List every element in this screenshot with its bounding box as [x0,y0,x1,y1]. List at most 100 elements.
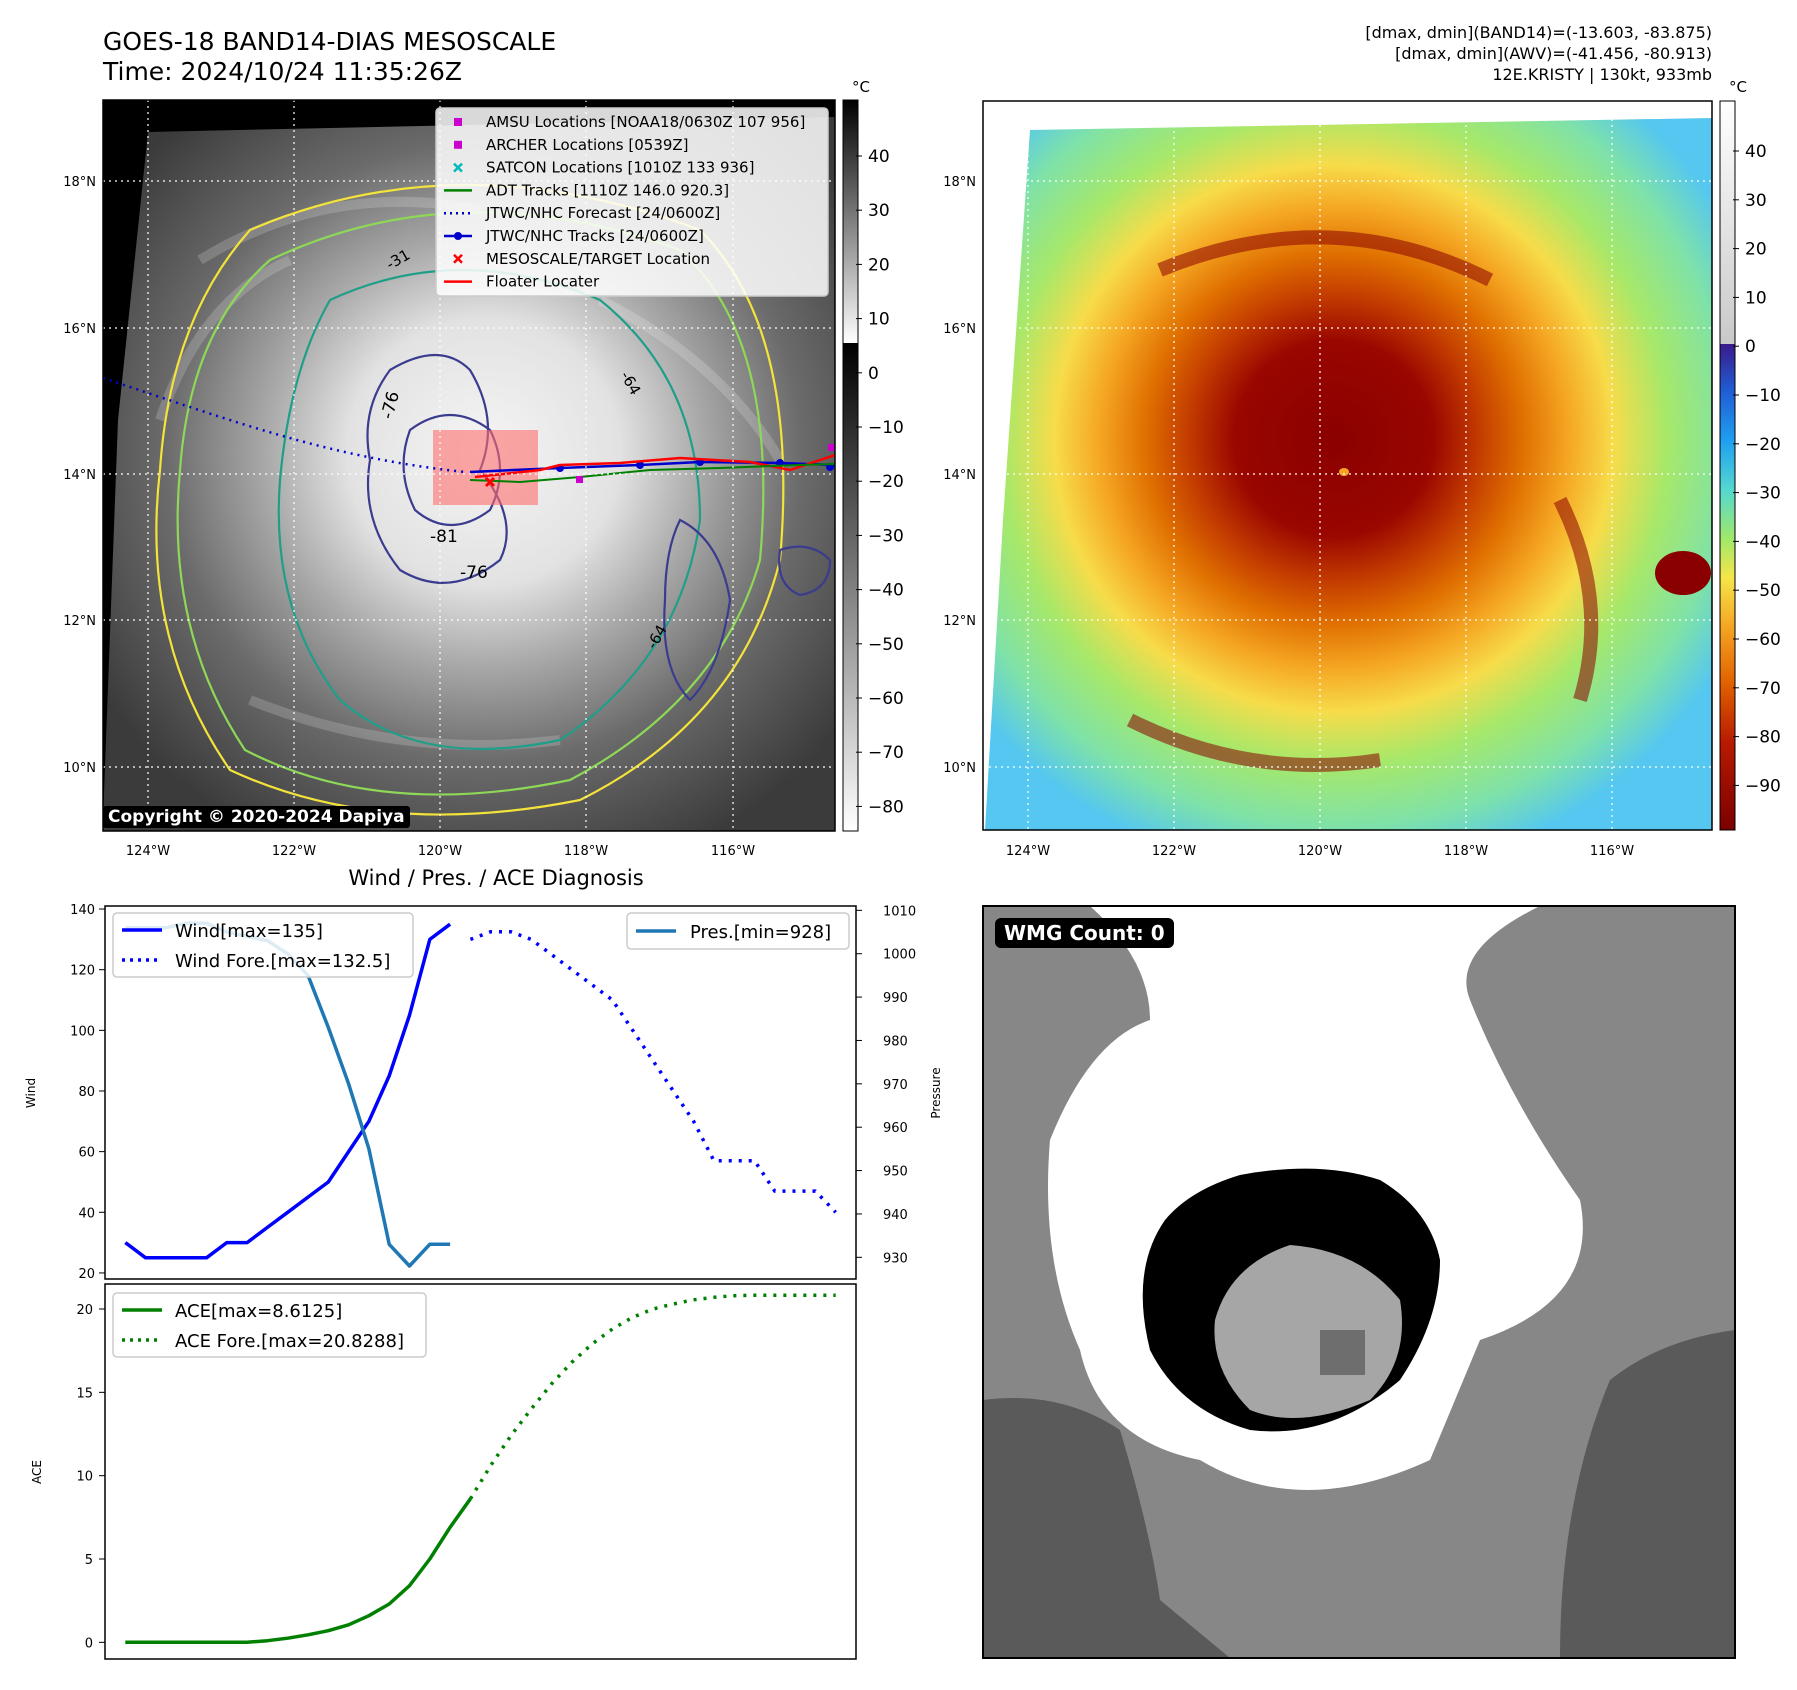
lat-label: 16°N [63,322,96,337]
colorbar-tick-label: −70 [1745,679,1781,699]
colorbar-tick-label: −80 [1745,728,1781,748]
awv-panel: 18°N 16°N 14°N 12°N 10°N 124°W 122°W 120… [943,78,1781,859]
ir-legend: AMSU Locations [NOAA18/0630Z 107 956] ARC… [435,107,829,297]
colorbar-tick-label: −20 [1745,435,1781,455]
colorbar-tick-label: 30 [868,201,890,221]
info-awv: [dmax, dmin](AWV)=(-41.456, -80.913) [1395,44,1712,63]
ir-lat-labels: 18°N 16°N 14°N 12°N 10°N [63,175,96,776]
colorbar-frame [842,99,859,832]
legend-swatch-square [454,118,462,126]
legend-label-pres: Pres.[min=928] [690,922,831,943]
wmg-eye-center [1320,1330,1365,1375]
y2tick-label: 930 [883,1251,908,1266]
legend-label: AMSU Locations [NOAA18/0630Z 107 956] [486,113,805,131]
colorbar-unit: °C [1729,78,1747,96]
mesoscale-target-marker [484,476,496,488]
ace-ylabel: ACE [30,1460,44,1484]
series-line [125,1497,472,1645]
wind-pressure-chart: Wind / Pres. / ACE Diagnosis 140 120 100 80… [24,866,943,1282]
legend-swatch-x [453,253,463,264]
y2tick-label: 950 [883,1165,908,1180]
ytick-label: 20 [76,1303,93,1318]
colorbar-tick-label: 0 [1745,337,1756,357]
ytick-label: 20 [78,1267,95,1282]
lon-label: 124°W [126,844,170,859]
wmg-dark-right [1560,1330,1735,1658]
legend-box [112,1292,427,1358]
lat-label: 18°N [943,175,976,190]
contour-label: -76 [460,563,488,583]
y2tick-label: 940 [883,1208,908,1223]
colorbar-tick-label: 10 [868,310,890,330]
ytick-label: 60 [78,1146,95,1161]
ir-lon-labels: 124°W 122°W 120°W 118°W 116°W [126,844,755,859]
legend-item: Floater Locater [444,273,600,291]
colorbar-tick-label: 0 [868,364,879,384]
info-band14: [dmax, dmin](BAND14)=(-13.603, -83.875) [1365,23,1712,42]
awv-bands [1126,230,1599,772]
lon-label: 120°W [1298,844,1342,859]
adt-track [469,463,835,484]
legend-item: ADT Tracks [1110Z 146.0 920.3] [444,181,729,199]
pressure-ylabel: Pressure [929,1067,943,1118]
lon-label: 118°W [564,844,608,859]
legend-label-wind-fore: Wind Fore.[max=132.5] [175,951,390,972]
awv-gridlines [983,101,1712,830]
legend-item: JTWC/NHC Tracks [24/0600Z] [444,227,704,245]
ytick-label: 120 [70,964,95,979]
awv-cell [1655,551,1711,595]
wind-legend: Wind[max=135] Wind Fore.[max=132.5] [112,912,414,978]
lat-label: 18°N [63,175,96,190]
lat-label: 12°N [943,614,976,629]
legend-swatch-x [453,162,463,173]
legend-box [626,912,850,950]
ytick-label: 15 [76,1386,93,1401]
awv-frame [982,100,1713,831]
ytick-label: 40 [78,1206,95,1221]
legend-box [112,912,414,978]
colorbar-tick-label: −60 [1745,630,1781,650]
ytick-label: 140 [70,903,95,918]
lon-label: 120°W [418,844,462,859]
copyright-label: Copyright © 2020-2024 Dapiya [103,806,410,828]
figure-title: GOES-18 BAND14-DIAS MESOSCALE [103,27,556,56]
lat-label: 14°N [943,468,976,483]
colorbar-tick-label: 10 [1745,288,1767,308]
legend-item: JTWC/NHC Forecast [24/0600Z] [444,204,720,222]
ir-frame [102,99,836,832]
lat-label: 12°N [63,614,96,629]
ytick-label: 80 [78,1085,95,1100]
colorbar-tick-label: −10 [868,418,904,438]
colorbar-cold [843,343,858,831]
ir-colorbar: °C 40 30 20 10 0 −10 −20 −30 −40 −50 −60 −70 −80 [842,78,904,832]
awv-imagery [985,118,1712,830]
wmg-frame [982,905,1736,1659]
y2tick-label: 980 [883,1034,908,1049]
legend-label-wind: Wind[max=135] [175,921,323,942]
legend-item: ARCHER Locations [0539Z] [454,136,689,154]
lon-label: 124°W [1006,844,1050,859]
lon-label: 118°W [1444,844,1488,859]
legend-label: JTWC/NHC Forecast [24/0600Z] [485,204,720,222]
wind-yticks: 140 120 100 80 60 40 20 [70,903,105,1282]
awv-eye [1339,468,1349,476]
colorbar-tick-label: −30 [868,526,904,546]
legend-label: JTWC/NHC Tracks [24/0600Z] [485,227,704,245]
lon-label: 122°W [272,844,316,859]
y2tick-label: 960 [883,1121,908,1136]
colorbar-tick-label: 20 [868,255,890,275]
lon-label: 116°W [1590,844,1634,859]
awv-lon-labels: 124°W 122°W 120°W 118°W 116°W [1006,844,1634,859]
legend-item: AMSU Locations [NOAA18/0630Z 107 956] [454,113,805,131]
lon-label: 116°W [711,844,755,859]
y2tick-label: 990 [883,991,908,1006]
pressure-yticks: 1010 1000 990 980 970 960 950 940 930 [856,904,916,1266]
legend-label: ADT Tracks [1110Z 146.0 920.3] [486,181,729,199]
legend-label: ARCHER Locations [0539Z] [486,136,689,154]
floater-box [433,430,538,505]
colorbar-tick-label: −60 [868,689,904,709]
contour-label: -81 [430,527,458,547]
ytick-label: 100 [70,1024,95,1039]
wmg-count-badge: WMG Count: 0 [995,918,1174,948]
